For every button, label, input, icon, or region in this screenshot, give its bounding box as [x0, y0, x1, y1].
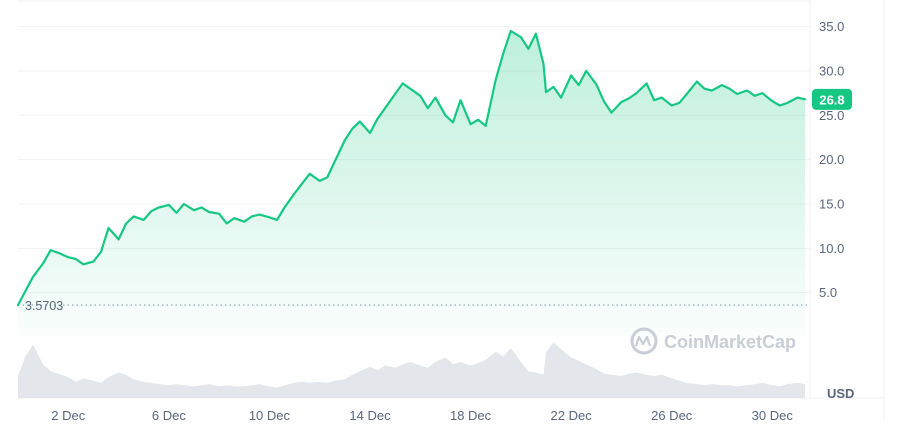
y-tick-label: 15.0 — [819, 196, 844, 211]
price-line — [16, 29, 807, 307]
y-tick-label: 25.0 — [819, 108, 844, 123]
y-tick-label: 35.0 — [819, 19, 844, 34]
y-tick-label: 5.0 — [819, 285, 837, 300]
x-tick-label: 18 Dec — [450, 408, 492, 423]
y-tick-label: 10.0 — [819, 241, 844, 256]
x-tick-label: 6 Dec — [152, 408, 186, 423]
watermark-text: CoinMarketCap — [664, 332, 796, 352]
x-tick-label: 22 Dec — [551, 408, 593, 423]
y-tick-label: 20.0 — [819, 152, 844, 167]
coinmarketcap-logo-icon — [630, 327, 658, 355]
current-price-badge — [812, 88, 852, 110]
x-tick-label: 30 Dec — [752, 408, 794, 423]
current-price-label: 26.8 — [819, 92, 844, 107]
price-series: 3.5703 — [16, 29, 810, 337]
volume-area — [18, 342, 805, 398]
x-tick-label: 10 Dec — [249, 408, 291, 423]
price-area-fill — [18, 31, 805, 337]
x-tick-label: 14 Dec — [349, 408, 391, 423]
x-tick-label: 26 Dec — [651, 408, 693, 423]
start-price-label: 3.5703 — [25, 299, 63, 313]
y-tick-label: 30.0 — [819, 63, 844, 78]
coinmarketcap-watermark: CoinMarketCap — [630, 327, 796, 355]
currency-label: USD — [827, 386, 854, 401]
axes: 35.0 30.0 25.0 20.0 15.0 10.0 5.0 2 Dec 6 Dec 10 … — [51, 19, 852, 423]
x-tick-label: 2 Dec — [51, 408, 85, 423]
volume-area-shape — [18, 342, 805, 398]
